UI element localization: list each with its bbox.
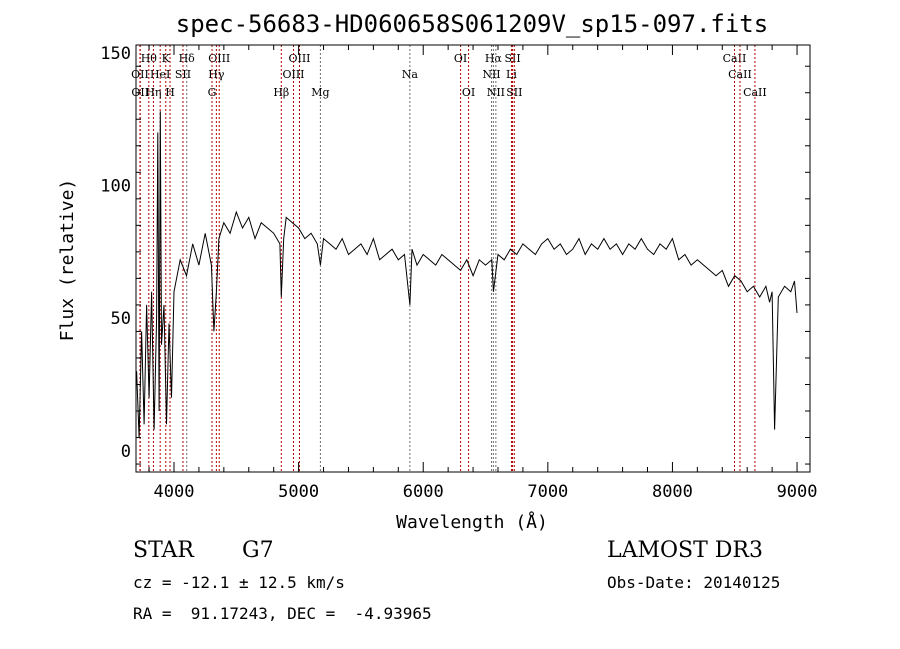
spectral-line-label: SII (506, 86, 522, 99)
survey-label: LAMOST DR3 (607, 538, 763, 563)
spectral-line-label: K (162, 52, 171, 65)
spectral-line-label: OI (462, 86, 475, 99)
spectrum-chart: spec-56683-HD060658S061209V_sp15-097.fit… (57, 10, 818, 533)
x-tick-label: 8000 (652, 482, 693, 502)
plot-frame (135, 44, 811, 473)
spectral-line-label: Hα (485, 52, 503, 65)
spectral-line-label: SII (504, 52, 520, 65)
y-tick-label: 150 (100, 44, 131, 64)
spectral-line-label: Na (402, 68, 419, 81)
spectral-line-label: Mg (311, 86, 329, 99)
spectral-line-label: Li (506, 68, 517, 81)
object-class: STAR (133, 538, 194, 563)
spectral-line-label: OI (454, 52, 467, 65)
y-axis-label: Flux (relative) (57, 179, 78, 342)
x-tick-label: 5000 (278, 482, 319, 502)
spectrum-line (136, 111, 798, 438)
spectral-line-label: Hγ (208, 68, 225, 81)
spectral-line-label: SII (175, 68, 191, 81)
chart-title: spec-56683-HD060658S061209V_sp15-097.fit… (176, 10, 768, 38)
spectral-line-label: NII (487, 86, 505, 99)
object-subclass: G7 (242, 538, 274, 563)
spectral-line-label: OIII (288, 52, 310, 65)
spectral-line-label: CaII (743, 86, 767, 99)
x-tick-label: 9000 (777, 482, 818, 502)
spectral-line-label: Hη (145, 86, 161, 99)
x-tick-label: 6000 (403, 482, 444, 502)
spectral-line-label: CaII (728, 68, 752, 81)
y-tick-label: 50 (111, 309, 131, 329)
spectral-line-label: H (165, 86, 175, 99)
spectral-line-label: G (208, 86, 217, 99)
spectral-line-label: OIII (208, 52, 230, 65)
spectral-line-label: OIII (282, 68, 304, 81)
x-tick-label: 4000 (154, 482, 195, 502)
coordinates-text: RA = 91.17243, DEC = -4.93965 (133, 604, 432, 623)
spectral-line-label: Hβ (273, 86, 289, 99)
x-axis-label: Wavelength (Å) (396, 511, 548, 533)
y-tick-label: 0 (121, 442, 131, 462)
spectral-line-label: Hθ (141, 52, 158, 65)
y-tick-label: 100 (100, 177, 131, 197)
spectral-line-label: Hδ (179, 52, 196, 65)
spectral-line-label: NII (482, 68, 500, 81)
redshift-text: cz = -12.1 ± 12.5 km/s (133, 573, 345, 592)
spectral-line-label: CaII (723, 52, 747, 65)
obs-date: Obs-Date: 20140125 (607, 573, 781, 592)
x-tick-label: 7000 (527, 482, 568, 502)
spectral-line-label: HeI (150, 68, 170, 81)
